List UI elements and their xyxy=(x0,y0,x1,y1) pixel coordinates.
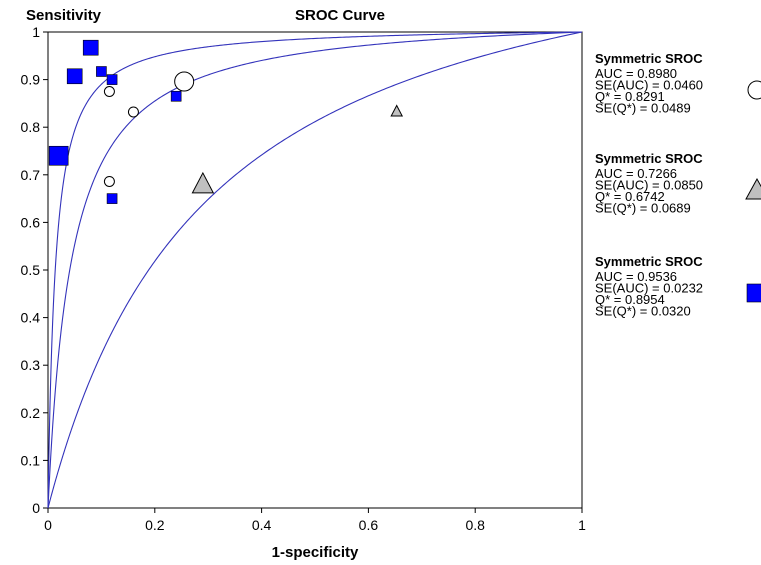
circle-study-point xyxy=(103,175,115,187)
sroc-curve-line xyxy=(47,31,583,508)
legend-stat: SE(Q*) = 0.0689 xyxy=(595,201,691,216)
x-tick-label: 0.8 xyxy=(465,517,485,533)
square-study-point xyxy=(106,74,118,85)
y-tick-label: 0.5 xyxy=(21,262,41,278)
y-tick-label: 0.3 xyxy=(21,357,41,373)
x-tick-label: 0 xyxy=(44,517,52,533)
y-axis-label: Sensitivity xyxy=(26,7,102,24)
y-tick-label: 0.6 xyxy=(21,214,41,230)
square-study-point xyxy=(82,39,99,56)
y-tick-label: 0 xyxy=(32,500,40,516)
y-tick-label: 0.1 xyxy=(21,452,41,468)
y-tick-label: 0.9 xyxy=(21,72,41,88)
y-tick-label: 0.4 xyxy=(21,310,41,326)
x-tick-label: 1 xyxy=(578,517,586,533)
legend-stat: SE(AUC) = 0.0460 xyxy=(595,78,703,93)
sroc-curve-line xyxy=(47,31,583,508)
triangle-study-point xyxy=(390,104,404,117)
legend-circle-marker xyxy=(747,80,761,100)
legend-stat: AUC = 0.7266 xyxy=(595,166,677,181)
legend-stat: Q* = 0.8954 xyxy=(595,292,665,307)
legend-stat: Q* = 0.6742 xyxy=(595,189,665,204)
y-axis-ticks: 0 0.1 0.2 0.3 0.4 0.5 0.6 0.7 0.8 0.9 1 xyxy=(21,24,48,516)
square-study-point xyxy=(106,193,118,204)
legend-stat: AUC = 0.8980 xyxy=(595,66,677,81)
y-tick-label: 1 xyxy=(32,24,40,40)
square-study-point xyxy=(48,145,69,166)
legend-stat: SE(Q*) = 0.0489 xyxy=(595,101,691,116)
legend-stat: SE(AUC) = 0.0232 xyxy=(595,281,703,296)
square-study-point xyxy=(96,66,107,77)
square-study-point xyxy=(66,68,83,85)
plot-area xyxy=(47,31,583,509)
y-tick-label: 0.7 xyxy=(21,167,41,183)
square-study-point xyxy=(170,90,182,102)
circle-study-point xyxy=(174,71,195,92)
study-points xyxy=(48,39,404,204)
legend-triangle-marker xyxy=(745,177,761,200)
y-tick-label: 0.8 xyxy=(21,119,41,135)
x-tick-label: 0.2 xyxy=(145,517,165,533)
circle-study-point xyxy=(103,86,115,97)
x-tick-label: 0.6 xyxy=(359,517,379,533)
legend-stat: SE(AUC) = 0.0850 xyxy=(595,178,703,193)
legend-stat: SE(Q*) = 0.0320 xyxy=(595,304,691,319)
legend-stat: AUC = 0.9536 xyxy=(595,269,677,284)
legend-heading: Symmetric SROC xyxy=(595,51,703,66)
legend-stat: Q* = 0.8291 xyxy=(595,89,665,104)
triangle-study-point xyxy=(191,171,215,194)
legend-square-marker xyxy=(746,283,761,303)
legend-heading: Symmetric SROC xyxy=(595,151,703,166)
sroc-curves xyxy=(47,31,583,509)
sroc-curve-line xyxy=(47,31,583,509)
x-axis-ticks: 0 0.2 0.4 0.6 0.8 1 xyxy=(44,508,586,533)
x-axis-label: 1-specificity xyxy=(272,544,359,561)
x-tick-label: 0.4 xyxy=(252,517,272,533)
circle-study-point xyxy=(127,106,139,118)
y-tick-label: 0.2 xyxy=(21,405,41,421)
legend-heading: Symmetric SROC xyxy=(595,254,703,269)
chart-title: SROC Curve xyxy=(295,7,385,24)
